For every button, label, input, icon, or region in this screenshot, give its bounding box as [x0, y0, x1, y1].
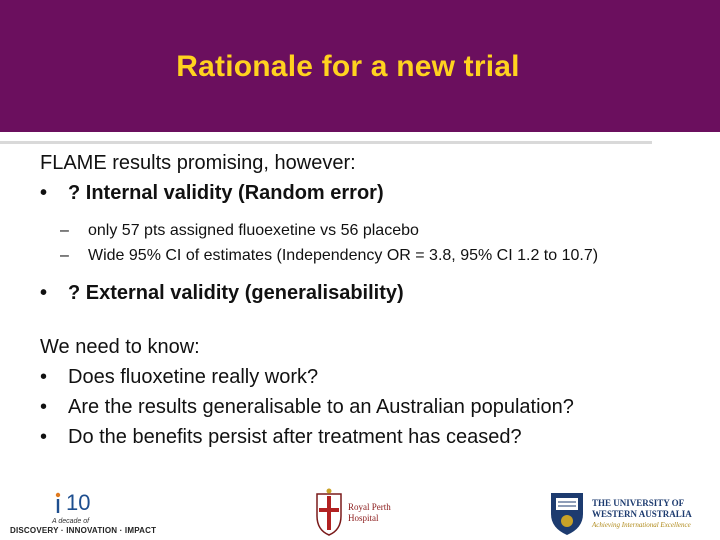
sub-bullet-sample-size: – only 57 pts assigned fluoexetine vs 56… — [40, 218, 700, 243]
hospital-crest-icon — [316, 488, 342, 536]
bullet-dot: • — [40, 426, 48, 448]
bullet-dot: • — [40, 366, 48, 388]
bullet-internal-validity: • ? Internal validity (Random error) — [40, 178, 700, 208]
royal-perth-logo: Royal Perth Hospital — [314, 488, 424, 538]
hospital-name-line1: Royal Perth — [348, 502, 391, 512]
bullet-external-validity: • ? External validity (generalisability) — [40, 278, 700, 308]
question-item: • Are the results generalisable to an Au… — [40, 392, 700, 422]
bullet-dot: • — [40, 396, 48, 418]
bullet-dot: • — [40, 182, 48, 204]
question-item: • Do the benefits persist after treatmen… — [40, 422, 700, 452]
uwa-name-line1: THE UNIVERSITY OF — [592, 498, 685, 508]
uwa-logo: THE UNIVERSITY OF WESTERN AUSTRALIA Achi… — [548, 490, 716, 536]
question-text: Do the benefits persist after treatment … — [68, 426, 522, 448]
question-text: Are the results generalisable to an Aust… — [68, 396, 574, 418]
decade-subtitle: A decade of — [52, 518, 90, 525]
decade-tagline: DISCOVERY · INNOVATION · IMPACT — [10, 526, 157, 535]
person-icon — [55, 492, 61, 513]
sub-dash: – — [60, 222, 69, 239]
sub-text: only 57 pts assigned fluoexetine vs 56 p… — [88, 222, 419, 239]
footer-logos: 10 A decade of DISCOVERY · INNOVATION · … — [0, 488, 720, 540]
sub-bullet-ci: – Wide 95% CI of estimates (Independency… — [40, 243, 700, 268]
title-banner: Rationale for a new trial — [0, 0, 720, 132]
decade-logo: 10 A decade of DISCOVERY · INNOVATION · … — [10, 490, 156, 538]
university-crest-icon — [551, 493, 583, 535]
uwa-name-line2: WESTERN AUSTRALIA — [592, 509, 692, 519]
decade-number: 10 — [66, 490, 91, 515]
sub-text: Wide 95% CI of estimates (Independency O… — [88, 247, 599, 264]
bullet-text: ? Internal validity (Random error) — [68, 182, 384, 204]
question-text: Does fluoxetine really work? — [68, 366, 319, 388]
question-item: • Does fluoxetine really work? — [40, 362, 700, 392]
bullet-text: ? External validity (generalisability) — [68, 282, 404, 304]
sub-dash: – — [60, 247, 69, 264]
slide-title: Rationale for a new trial — [176, 50, 520, 83]
need-to-know-text: We need to know: — [40, 336, 200, 358]
bullet-dot: • — [40, 282, 48, 304]
intro-text: FLAME results promising, however: — [40, 152, 356, 174]
divider — [0, 141, 652, 144]
uwa-motto: Achieving International Excellence — [592, 521, 691, 529]
hospital-name: Royal Perth Hospital — [348, 502, 391, 524]
slide-body: FLAME results promising, however: • ? In… — [40, 148, 700, 452]
hospital-name-line2: Hospital — [348, 513, 379, 523]
